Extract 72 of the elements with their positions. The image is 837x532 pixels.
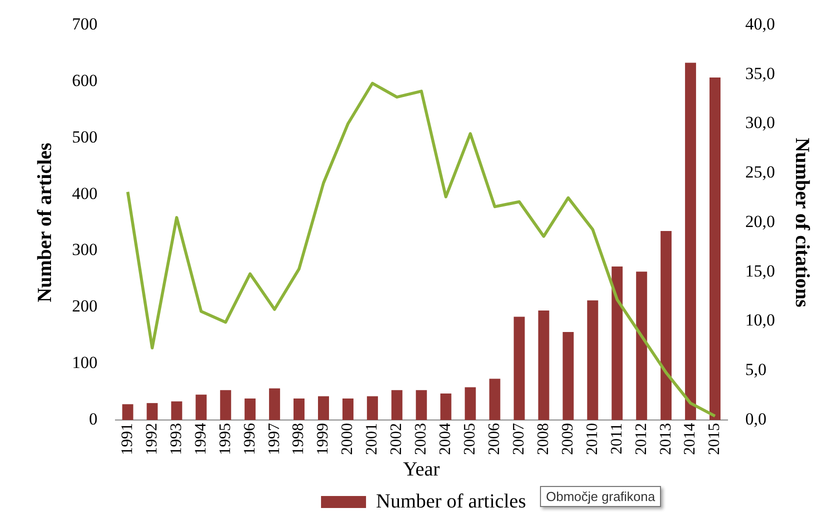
x-tick-label: 2002 bbox=[388, 423, 406, 455]
bar bbox=[196, 394, 207, 420]
y2-tick-label: 40,0 bbox=[745, 14, 775, 34]
x-tick-label: 2005 bbox=[462, 423, 479, 455]
x-tick-label: 2007 bbox=[510, 423, 528, 455]
bar bbox=[244, 398, 256, 420]
x-tick-label: 2009 bbox=[559, 423, 576, 455]
y2-tick-label: 30,0 bbox=[745, 113, 775, 132]
x-tick-label: 2001 bbox=[364, 423, 381, 455]
x-tick-label: 2014 bbox=[682, 423, 699, 455]
bar bbox=[710, 77, 721, 420]
y2-tick-label: 25,0 bbox=[745, 162, 775, 182]
bar bbox=[366, 396, 378, 420]
x-tick-label: 2003 bbox=[412, 423, 430, 455]
bar bbox=[440, 393, 452, 420]
y-tick-label: 400 bbox=[72, 184, 98, 203]
bar bbox=[220, 390, 232, 420]
x-tick-label: 2006 bbox=[486, 423, 503, 455]
y-tick-label: 100 bbox=[72, 353, 98, 372]
bar bbox=[416, 390, 427, 420]
y-tick-label: 600 bbox=[72, 70, 98, 90]
x-tick-label: 1993 bbox=[168, 423, 185, 455]
text: Območje grafikona bbox=[540, 486, 662, 507]
bar bbox=[538, 310, 550, 420]
y-tick-label: 0 bbox=[89, 409, 98, 428]
bar bbox=[464, 387, 476, 420]
x-tick-label: 2013 bbox=[657, 423, 674, 455]
y2-tick-label: 35,0 bbox=[745, 64, 775, 83]
y2-axis-title: Number of citations bbox=[790, 138, 813, 308]
bar bbox=[122, 404, 134, 420]
y-tick-label: 200 bbox=[72, 296, 98, 316]
y-tick-label: 500 bbox=[72, 127, 98, 146]
x-tick-label: 2010 bbox=[584, 423, 601, 455]
bar bbox=[489, 378, 500, 420]
bar bbox=[269, 388, 280, 420]
y2-tick-label: 5,0 bbox=[745, 360, 766, 380]
x-tick-label: 2012 bbox=[632, 423, 650, 455]
bar bbox=[294, 398, 305, 420]
bar bbox=[587, 300, 598, 420]
bar bbox=[660, 230, 672, 420]
x-tick-label: 1992 bbox=[143, 423, 160, 455]
bar bbox=[562, 332, 574, 420]
x-tick-label: 1995 bbox=[216, 423, 234, 455]
bar bbox=[685, 62, 696, 420]
x-tick-label: 1994 bbox=[192, 423, 210, 455]
x-tick-label: 1998 bbox=[290, 423, 308, 455]
y-tick-label: 700 bbox=[72, 14, 98, 34]
y2-tick-label: 10,0 bbox=[745, 310, 775, 330]
y-tick-label: 300 bbox=[72, 240, 98, 260]
bar bbox=[146, 403, 158, 420]
bar bbox=[318, 396, 329, 420]
x-tick-label: 1999 bbox=[314, 423, 332, 455]
y2-tick-label: 0,0 bbox=[745, 409, 766, 428]
y2-tick-label: 20,0 bbox=[745, 212, 775, 231]
x-tick-label: 1996 bbox=[241, 423, 258, 455]
y2-tick-label: 15,0 bbox=[745, 261, 775, 280]
legend-label: Number of articles bbox=[376, 490, 526, 512]
x-tick-label: 2004 bbox=[437, 423, 454, 455]
x-tick-label: 1997 bbox=[266, 423, 283, 455]
y-axis-title: Number of articles bbox=[34, 142, 56, 302]
bar bbox=[612, 266, 623, 420]
x-axis-title: Year bbox=[402, 458, 440, 480]
bar bbox=[342, 398, 354, 420]
x-tick-label: 2015 bbox=[706, 423, 724, 455]
bar bbox=[636, 272, 648, 420]
x-tick-label: 2000 bbox=[339, 423, 356, 455]
bar bbox=[514, 316, 525, 420]
x-tick-label: 2011 bbox=[608, 423, 626, 454]
x-tick-label: 2008 bbox=[534, 423, 552, 455]
x-tick-label: 1991 bbox=[118, 423, 136, 455]
bar bbox=[391, 390, 402, 420]
bar bbox=[171, 401, 182, 420]
